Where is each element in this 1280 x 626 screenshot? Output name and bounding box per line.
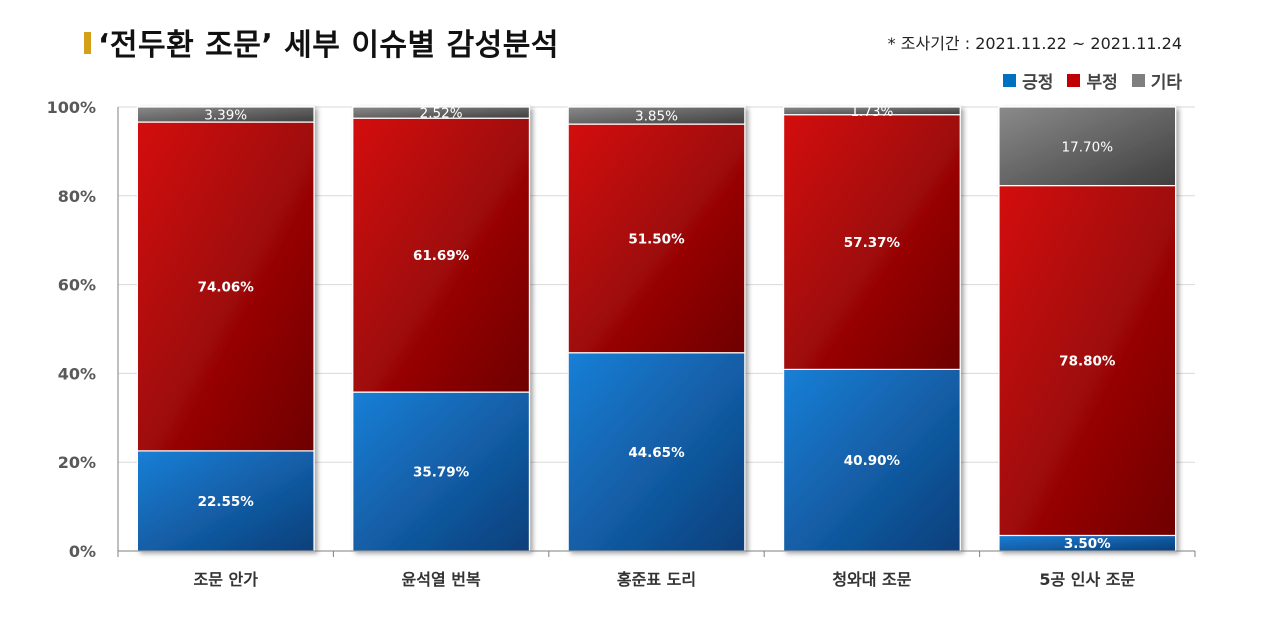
data-label-negative: 74.06% — [198, 279, 255, 295]
bar-segment-negative — [136, 121, 315, 452]
legend-item-negative: 부정 — [1067, 68, 1118, 93]
chart-title: ‘전두환 조문’ 세부 이슈별 감성분석 — [98, 28, 559, 63]
legend-item-other: 기타 — [1131, 68, 1182, 93]
y-tick-label: 0% — [69, 542, 96, 561]
legend-label-other: 기타 — [1150, 73, 1182, 93]
bar-group — [998, 106, 1177, 552]
data-label-other: 3.39% — [204, 108, 247, 124]
bar-segment-negative — [567, 123, 746, 354]
data-label-positive: 35.79% — [413, 465, 470, 481]
y-tick-label: 100% — [47, 98, 96, 117]
bar-segment-positive — [567, 352, 746, 552]
data-label-negative: 78.80% — [1059, 354, 1116, 370]
bar-segment-other — [567, 106, 746, 125]
bar-segment-other — [136, 106, 315, 123]
y-tick-label: 80% — [58, 187, 96, 206]
y-tick-label: 20% — [58, 453, 96, 472]
bar-segment-negative — [998, 184, 1177, 537]
bar-segment-other — [782, 106, 961, 116]
legend-swatch-other — [1131, 74, 1145, 87]
data-label-negative: 51.50% — [628, 231, 685, 247]
data-label-other: 2.52% — [420, 106, 463, 122]
data-label-other: 17.70% — [1062, 139, 1114, 155]
data-label-positive: 3.50% — [1064, 536, 1111, 552]
survey-period: * 조사기간 : 2021.11.22 ~ 2021.11.24 — [887, 34, 1182, 53]
legend-swatch-positive — [1003, 74, 1017, 87]
bar-group — [136, 106, 315, 552]
data-label-positive: 22.55% — [198, 494, 255, 510]
y-tick-label: 40% — [58, 364, 96, 383]
x-category-label: 5공 인사 조문 — [1039, 570, 1135, 589]
bar-segment-positive — [136, 450, 315, 552]
legend-label-negative: 부정 — [1086, 73, 1118, 93]
legend-swatch-negative — [1067, 74, 1081, 87]
bar-segment-negative — [782, 114, 961, 371]
bar-group — [352, 106, 531, 552]
bar-segment-positive — [352, 391, 531, 552]
bar-segment-negative — [352, 117, 531, 393]
data-label-positive: 40.90% — [844, 453, 901, 469]
legend-label-positive: 긍정 — [1022, 73, 1054, 93]
bar-segment-positive — [782, 368, 961, 552]
title-accent-bar — [84, 32, 91, 54]
data-label-negative: 57.37% — [844, 235, 901, 251]
data-label-other: 1.73% — [850, 104, 893, 120]
x-category-label: 홍준표 도리 — [617, 570, 696, 589]
data-label-other: 3.85% — [635, 109, 678, 125]
x-category-label: 조문 안가 — [193, 570, 258, 589]
data-label-positive: 44.65% — [628, 445, 685, 461]
bar-group — [567, 106, 746, 552]
x-category-label: 청와대 조문 — [832, 570, 911, 589]
bar-segment-other — [998, 106, 1177, 187]
x-category-label: 윤석열 번복 — [402, 570, 481, 589]
data-label-negative: 61.69% — [413, 248, 470, 264]
bar-group — [782, 106, 961, 552]
bar-segment-other — [352, 106, 531, 119]
legend: 긍정 부정 기타 — [1003, 68, 1182, 93]
y-tick-label: 60% — [58, 276, 96, 295]
legend-item-positive: 긍정 — [1003, 68, 1053, 93]
